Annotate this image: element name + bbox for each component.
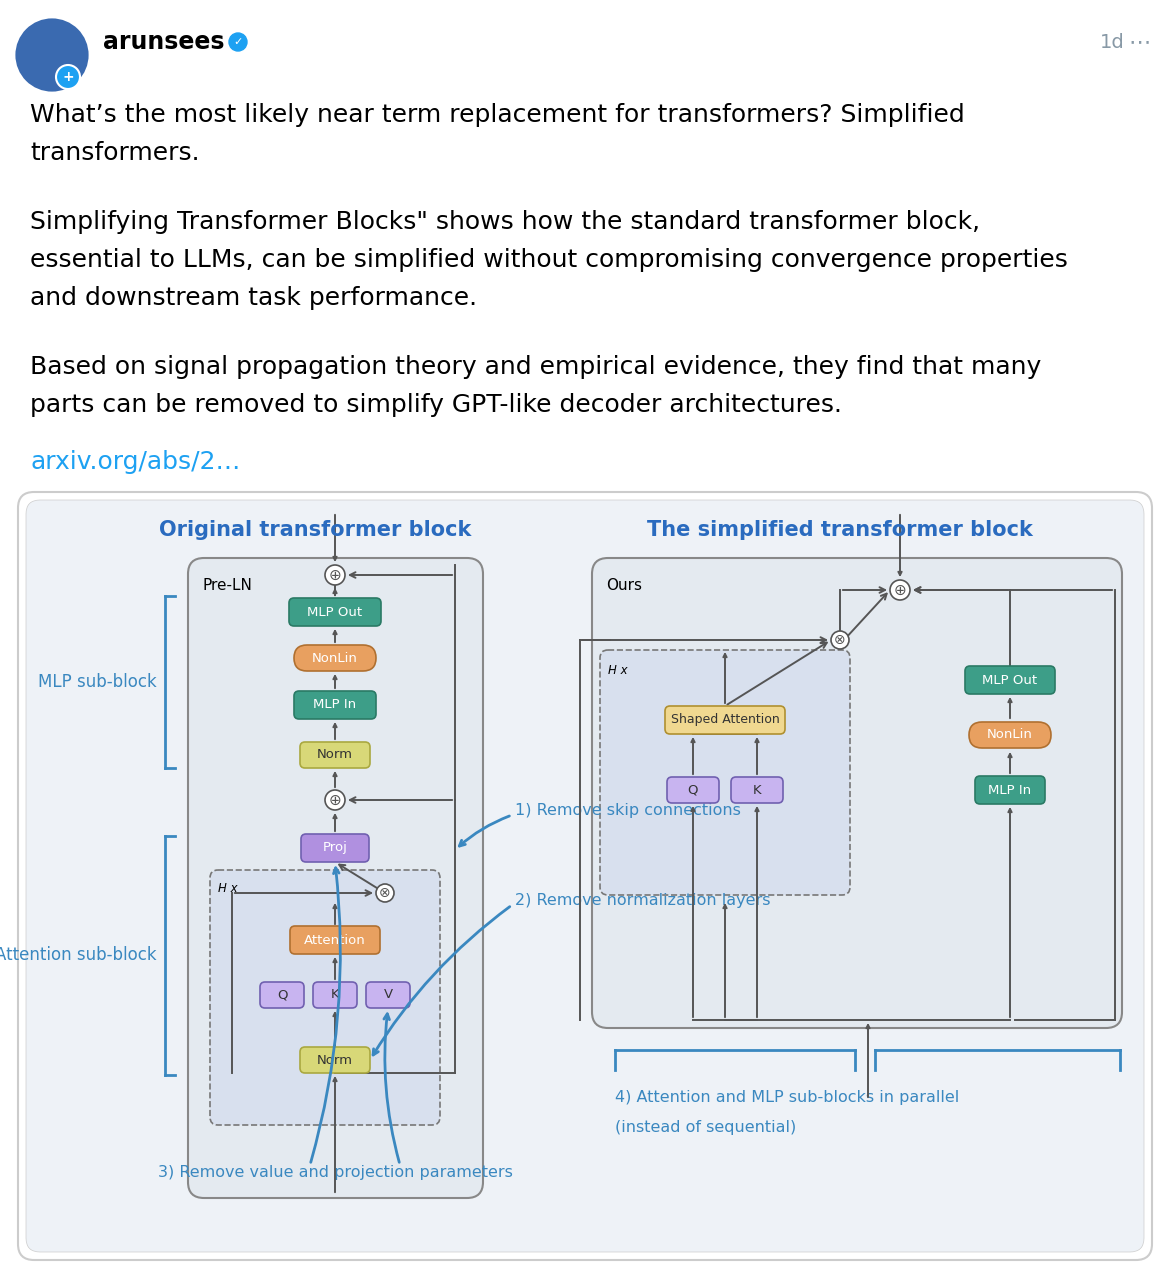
- FancyBboxPatch shape: [665, 707, 785, 733]
- Text: Norm: Norm: [317, 1053, 353, 1066]
- FancyBboxPatch shape: [965, 666, 1055, 694]
- Text: Attention: Attention: [304, 933, 366, 946]
- Text: H x: H x: [218, 882, 238, 895]
- FancyBboxPatch shape: [969, 722, 1051, 748]
- Text: ⊗: ⊗: [834, 634, 846, 646]
- Circle shape: [229, 33, 247, 51]
- Text: Shaped Attention: Shaped Attention: [670, 713, 779, 727]
- FancyBboxPatch shape: [209, 870, 440, 1125]
- Text: ⊕: ⊕: [329, 792, 342, 808]
- Circle shape: [325, 790, 345, 810]
- FancyBboxPatch shape: [300, 1047, 370, 1073]
- Text: Attention sub-block: Attention sub-block: [0, 946, 157, 965]
- Text: K: K: [331, 988, 339, 1001]
- Text: essential to LLMs, can be simplified without compromising convergence properties: essential to LLMs, can be simplified wit…: [30, 248, 1068, 271]
- FancyBboxPatch shape: [600, 650, 849, 895]
- Text: ⊕: ⊕: [329, 567, 342, 582]
- Text: arxiv.org/abs/2…: arxiv.org/abs/2…: [30, 451, 240, 474]
- Text: Simplifying Transformer Blocks" shows how the standard transformer block,: Simplifying Transformer Blocks" shows ho…: [30, 210, 980, 234]
- Text: V: V: [384, 988, 393, 1001]
- FancyBboxPatch shape: [314, 982, 357, 1009]
- FancyBboxPatch shape: [301, 835, 369, 861]
- Text: What’s the most likely near term replacement for transformers? Simplified: What’s the most likely near term replace…: [30, 102, 965, 127]
- Text: transformers.: transformers.: [30, 141, 200, 165]
- FancyBboxPatch shape: [975, 776, 1045, 804]
- Text: and downstream task performance.: and downstream task performance.: [30, 285, 477, 310]
- FancyBboxPatch shape: [18, 492, 1152, 1260]
- Text: The simplified transformer block: The simplified transformer block: [647, 520, 1033, 540]
- Text: parts can be removed to simplify GPT-like decoder architectures.: parts can be removed to simplify GPT-lik…: [30, 393, 842, 417]
- Text: 1) Remove skip connections: 1) Remove skip connections: [515, 803, 741, 818]
- Text: ✓: ✓: [233, 37, 242, 47]
- FancyBboxPatch shape: [290, 925, 380, 954]
- Circle shape: [325, 564, 345, 585]
- Circle shape: [14, 17, 90, 93]
- Text: MLP Out: MLP Out: [983, 673, 1038, 686]
- Circle shape: [890, 580, 910, 600]
- Text: Original transformer block: Original transformer block: [159, 520, 472, 540]
- Text: Q: Q: [277, 988, 288, 1001]
- Text: Proj: Proj: [323, 841, 347, 855]
- FancyBboxPatch shape: [260, 982, 304, 1009]
- FancyBboxPatch shape: [592, 558, 1122, 1028]
- Text: MLP In: MLP In: [314, 699, 357, 712]
- Text: MLP In: MLP In: [989, 783, 1032, 796]
- Circle shape: [831, 631, 849, 649]
- Text: 4) Attention and MLP sub-blocks in parallel: 4) Attention and MLP sub-blocks in paral…: [615, 1091, 959, 1105]
- Text: Based on signal propagation theory and empirical evidence, they find that many: Based on signal propagation theory and e…: [30, 355, 1041, 379]
- Text: Norm: Norm: [317, 749, 353, 762]
- Text: K: K: [752, 783, 762, 796]
- FancyBboxPatch shape: [289, 598, 381, 626]
- Text: 2) Remove normalization layers: 2) Remove normalization layers: [515, 892, 771, 908]
- Text: Q: Q: [688, 783, 698, 796]
- Circle shape: [56, 65, 80, 90]
- FancyBboxPatch shape: [667, 777, 720, 803]
- FancyBboxPatch shape: [300, 742, 370, 768]
- FancyBboxPatch shape: [26, 500, 1144, 1252]
- Text: 3) Remove value and projection parameters: 3) Remove value and projection parameter…: [158, 1165, 512, 1180]
- Text: Ours: Ours: [606, 579, 642, 593]
- FancyBboxPatch shape: [366, 982, 409, 1009]
- Text: arunsees: arunsees: [103, 29, 225, 54]
- Text: NonLin: NonLin: [987, 728, 1033, 741]
- Circle shape: [376, 884, 394, 902]
- FancyBboxPatch shape: [294, 691, 376, 719]
- Text: MLP Out: MLP Out: [308, 605, 363, 618]
- Text: Pre-LN: Pre-LN: [202, 579, 252, 593]
- Text: ⋯: ⋯: [1129, 32, 1151, 52]
- Text: ⊕: ⊕: [894, 582, 907, 598]
- Text: (instead of sequential): (instead of sequential): [615, 1120, 797, 1135]
- Text: +: +: [62, 70, 74, 84]
- Text: MLP sub-block: MLP sub-block: [39, 673, 157, 691]
- FancyBboxPatch shape: [188, 558, 483, 1198]
- Text: 1d: 1d: [1100, 32, 1124, 51]
- FancyBboxPatch shape: [731, 777, 783, 803]
- FancyBboxPatch shape: [294, 645, 376, 671]
- Text: ⊗: ⊗: [379, 886, 391, 900]
- Text: NonLin: NonLin: [312, 652, 358, 664]
- Text: H x: H x: [608, 664, 627, 677]
